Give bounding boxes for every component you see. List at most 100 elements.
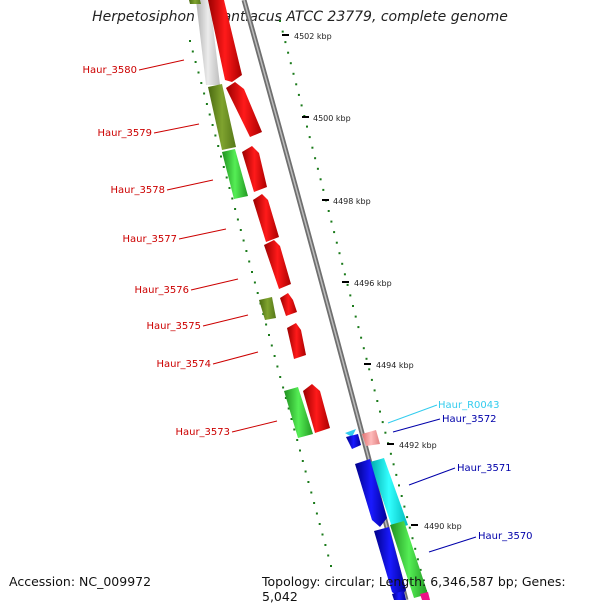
tick-dot xyxy=(338,252,341,255)
scale-marks xyxy=(282,34,418,526)
cds-arrow[interactable] xyxy=(420,592,430,600)
tick-dot xyxy=(268,334,270,336)
gene-label-haur-3580[interactable]: Haur_3580 xyxy=(82,65,137,76)
tick-dot xyxy=(253,281,256,284)
cds-arrow[interactable] xyxy=(392,591,406,600)
gene-label-haur-3579[interactable]: Haur_3579 xyxy=(97,128,152,139)
gene-label-haur-r0043[interactable]: Haur_R0043 xyxy=(438,400,500,411)
gene-label-haur-3578[interactable]: Haur_3578 xyxy=(110,185,165,196)
tick-dot xyxy=(368,368,371,371)
forward-strand xyxy=(208,0,330,433)
tick-dot xyxy=(279,376,282,378)
tick-dot xyxy=(308,136,311,139)
tick-dot xyxy=(248,260,251,263)
cds-arrow[interactable] xyxy=(242,146,267,192)
tick-dot xyxy=(214,134,217,137)
tick-dot xyxy=(384,431,387,434)
cog-box xyxy=(222,149,248,199)
tick-dot xyxy=(211,124,214,126)
gene-label-haur-3570[interactable]: Haur_3570 xyxy=(478,531,533,542)
cog-box xyxy=(189,0,201,4)
gene-label-haur-3574[interactable]: Haur_3574 xyxy=(156,359,211,370)
scale-label: 4496 kbp xyxy=(354,279,392,288)
gene-label-haur-3577[interactable]: Haur_3577 xyxy=(122,234,177,245)
cds-arrow[interactable] xyxy=(287,323,306,359)
gene-label-haur-3575[interactable]: Haur_3575 xyxy=(146,321,201,332)
tick-dot xyxy=(400,495,403,497)
reverse-strand xyxy=(345,429,430,600)
cds-arrow[interactable] xyxy=(346,434,361,449)
tick-dot xyxy=(354,315,357,318)
cds-arrow[interactable] xyxy=(208,0,242,82)
tick-dot xyxy=(203,92,206,95)
tick-dot xyxy=(236,218,239,221)
tick-dot xyxy=(321,533,324,536)
scale-label: 4490 kbp xyxy=(424,522,462,531)
scale-label: 4494 kbp xyxy=(376,361,414,370)
label-leader xyxy=(231,420,278,433)
tick-dot xyxy=(276,365,279,368)
cds-arrow[interactable] xyxy=(303,384,330,433)
tick-dot xyxy=(284,41,287,44)
tick-dot xyxy=(306,125,308,128)
tick-dot xyxy=(200,82,203,84)
gene-label-haur-3571[interactable]: Haur_3571 xyxy=(457,463,512,474)
cds-arrow[interactable] xyxy=(355,459,387,527)
tick-dot xyxy=(299,449,301,452)
tick-dot xyxy=(231,197,234,200)
gene-label-haur-3576[interactable]: Haur_3576 xyxy=(134,285,189,296)
tick-dot xyxy=(414,547,417,550)
tick-dot xyxy=(245,250,248,252)
tick-dot xyxy=(290,418,293,420)
cog-box xyxy=(196,0,220,85)
tick-dot xyxy=(220,155,222,158)
label-leader xyxy=(202,314,249,327)
tick-dot xyxy=(304,470,307,473)
scale-label: 4502 kbp xyxy=(294,32,332,41)
cog-box xyxy=(362,430,380,446)
tick-dot xyxy=(282,386,285,389)
cog-box xyxy=(284,387,313,438)
tick-dot xyxy=(239,229,242,231)
tick-dot xyxy=(287,51,290,54)
cds-arrow[interactable] xyxy=(253,194,279,242)
tick-dot xyxy=(411,537,414,540)
cds-arrow[interactable] xyxy=(264,240,291,289)
tick-dot xyxy=(307,481,310,483)
tick-dot xyxy=(256,292,259,294)
tick-dot xyxy=(381,421,384,424)
label-leader xyxy=(408,467,456,486)
tick-dot xyxy=(297,93,300,96)
tick-dot xyxy=(287,407,290,410)
tick-dot xyxy=(324,544,327,546)
cog-ring xyxy=(189,0,428,598)
tick-dot xyxy=(327,210,330,212)
tick-dot xyxy=(296,439,299,441)
tick-dot xyxy=(270,344,273,347)
cog-box xyxy=(390,521,428,598)
cog-box xyxy=(208,84,236,150)
label-leader xyxy=(428,536,477,553)
label-leader xyxy=(138,59,185,71)
tick-dot xyxy=(330,220,333,223)
cds-arrow[interactable] xyxy=(226,82,262,137)
scale-label: 4492 kbp xyxy=(399,441,437,450)
cog-box xyxy=(370,458,408,530)
tick-dot xyxy=(408,526,411,529)
tick-dot xyxy=(389,452,392,455)
tick-dot xyxy=(222,166,225,168)
gene-label-haur-3572[interactable]: Haur_3572 xyxy=(442,414,497,425)
cds-arrow[interactable] xyxy=(374,527,406,598)
label-leader xyxy=(153,123,200,134)
label-leader xyxy=(178,228,227,240)
tick-dot xyxy=(360,336,363,339)
tick-dot xyxy=(406,516,409,519)
rna-marker[interactable] xyxy=(345,429,356,437)
cds-arrow[interactable] xyxy=(280,293,297,316)
tick-dot xyxy=(327,554,330,557)
label-leader xyxy=(387,404,438,424)
scale-ticks xyxy=(279,20,427,592)
tick-dot xyxy=(251,271,253,273)
gene-label-haur-3573[interactable]: Haur_3573 xyxy=(175,427,230,438)
